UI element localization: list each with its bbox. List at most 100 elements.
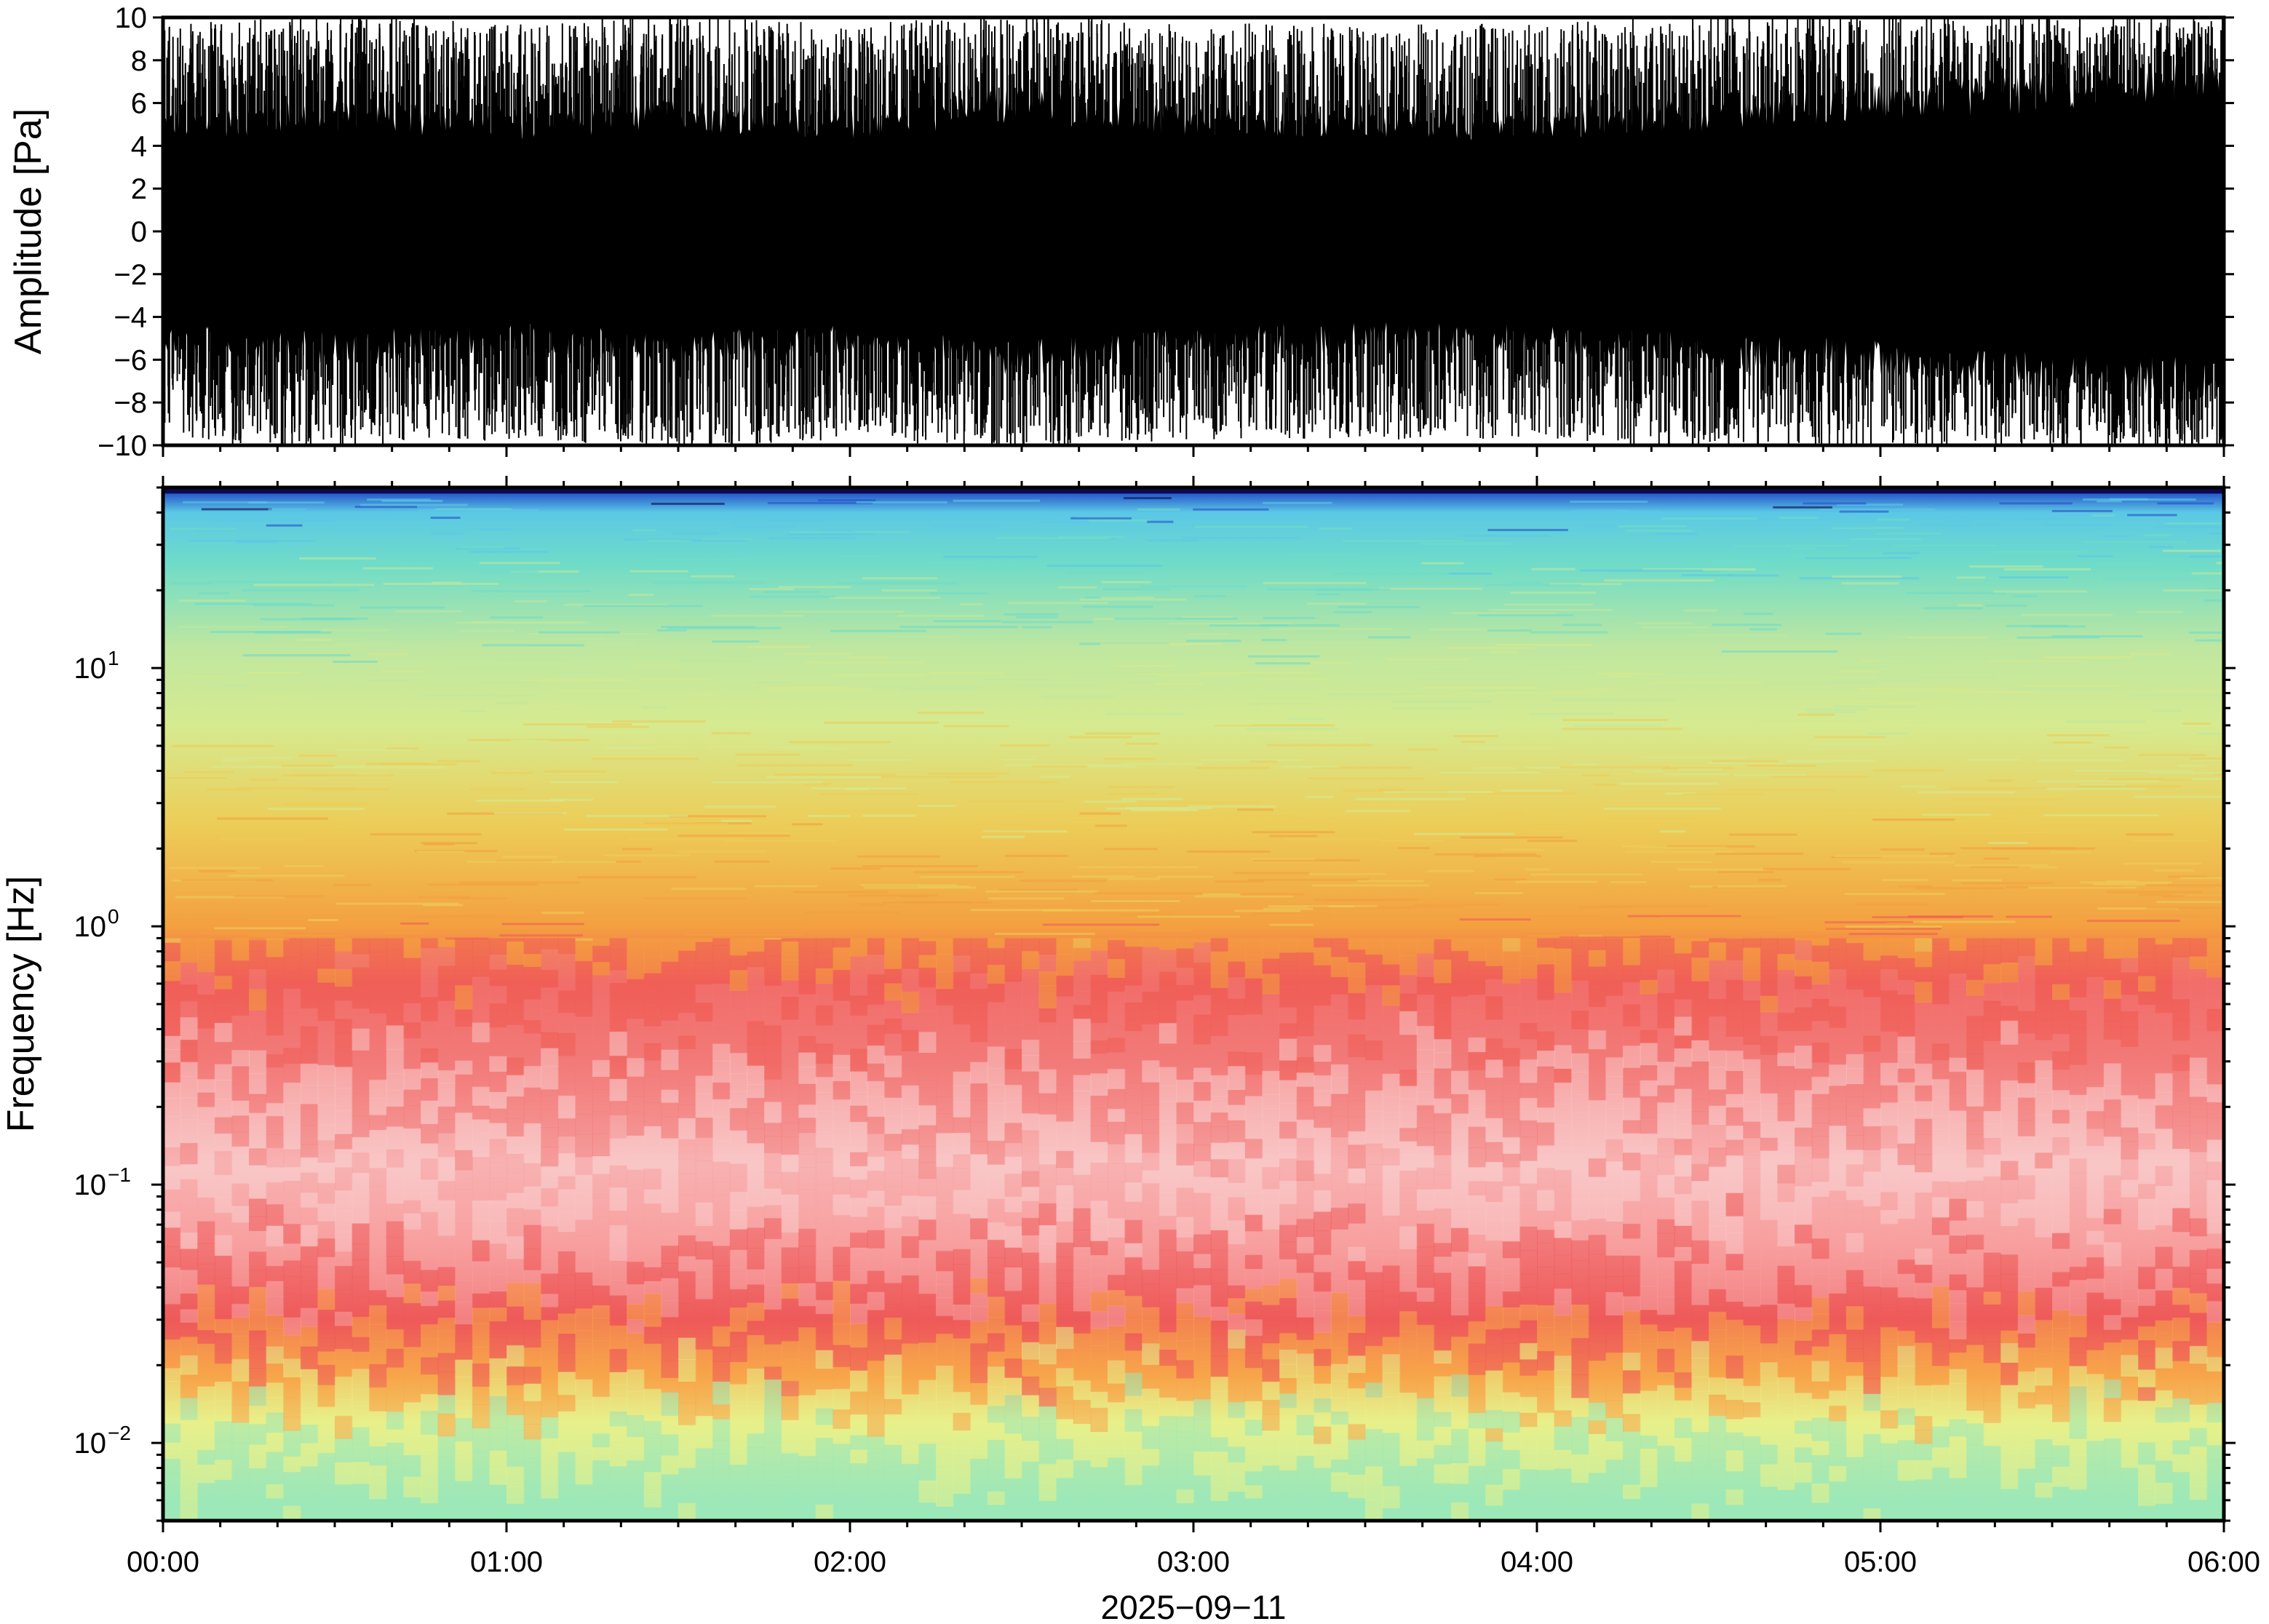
spectrogram-cell xyxy=(833,1146,851,1162)
spectrogram-cell xyxy=(1451,1188,1469,1212)
spectrogram-cell xyxy=(1829,1204,1847,1219)
spectrogram-streak xyxy=(807,815,851,817)
spectrogram-cell xyxy=(1228,976,1246,999)
spectrogram-cell xyxy=(300,1281,319,1296)
spectrogram-cell xyxy=(1365,1006,1383,1026)
spectrogram-cell xyxy=(1451,973,1469,997)
spectrogram-cell xyxy=(1605,1014,1624,1040)
spectrogram-cell xyxy=(557,1372,576,1396)
spectrogram-streak xyxy=(763,686,846,689)
spectrogram-cell xyxy=(1725,1399,1744,1420)
spectrogram-cell xyxy=(764,1041,782,1064)
spectrogram-cell xyxy=(1485,1181,1503,1202)
spectrogram-cell xyxy=(1983,1275,2002,1292)
spectrogram-streak xyxy=(970,909,1073,912)
spectrogram-cell xyxy=(2103,1421,2122,1439)
spectrogram-cell xyxy=(197,1386,215,1404)
spectrogram-cell xyxy=(472,1000,490,1023)
spectrogram-cell xyxy=(987,1084,1006,1104)
spectrogram-cell xyxy=(1537,1412,1555,1429)
spectrogram-cell xyxy=(1434,1483,1452,1498)
spectrogram-streak xyxy=(247,672,301,674)
spectrogram-cell xyxy=(987,1140,1006,1165)
spectrogram-cell xyxy=(695,1447,714,1472)
spectrogram-streak xyxy=(217,817,328,820)
spectrogram-cell xyxy=(1829,1027,1847,1051)
spectrogram-cell xyxy=(1880,1357,1899,1377)
spectrogram-cell xyxy=(2172,1471,2190,1489)
spectrogram-cell xyxy=(1829,1238,1847,1258)
spectrogram-cell xyxy=(2069,1279,2088,1299)
spectrogram-streak xyxy=(1380,839,1444,842)
spectrogram-cell xyxy=(1571,1135,1589,1158)
spectrogram-streak xyxy=(1004,613,1059,616)
spectrogram-cell xyxy=(987,1351,1006,1367)
spectrogram-cell xyxy=(1760,1169,1779,1185)
spectrogram-cell xyxy=(936,1166,954,1182)
spectrogram-cell xyxy=(850,1499,868,1521)
spectrogram-cell xyxy=(386,1315,405,1330)
spectrogram-streak xyxy=(1582,774,1609,777)
spectrogram-streak xyxy=(1728,574,1779,577)
spectrogram-cell xyxy=(712,1361,731,1382)
spectrogram-cell xyxy=(1588,1318,1607,1342)
spectrogram-cell xyxy=(970,1100,988,1123)
spectrogram-cell xyxy=(386,1411,405,1430)
spectrogram-cell xyxy=(2121,1316,2139,1340)
spectrogram-cell xyxy=(1142,1321,1160,1344)
spectrogram-cell xyxy=(1314,1061,1332,1076)
spectrogram-cell xyxy=(421,1291,439,1307)
spectrogram-cell xyxy=(833,1080,851,1100)
spectrogram-cell xyxy=(1314,1271,1332,1292)
spectrogram-cell xyxy=(901,955,920,969)
spectrogram-cell xyxy=(1880,1209,1899,1225)
spectrogram-cell xyxy=(2017,1291,2036,1315)
spectrogram-cell xyxy=(437,1048,456,1071)
spectrogram-cell xyxy=(1605,1094,1624,1110)
spectrogram-cell xyxy=(575,1422,593,1441)
spectrogram-streak xyxy=(1209,624,1289,627)
spectrogram-cell xyxy=(2017,1502,2036,1521)
spectrogram-cell xyxy=(1004,1211,1022,1227)
spectrogram-cell xyxy=(2069,1134,2088,1159)
spectrogram-cell xyxy=(1279,1022,1298,1039)
spectrogram-cell xyxy=(884,1150,902,1174)
spectrogram-streak xyxy=(2145,914,2204,917)
spectrogram-cell xyxy=(523,953,542,967)
spectrogram-cell xyxy=(523,1481,542,1500)
spectrogram-cell xyxy=(867,1170,886,1191)
spectrogram-cell xyxy=(163,1133,181,1148)
spectrogram-cell xyxy=(1760,1219,1779,1241)
spectrogram-streak xyxy=(249,778,277,781)
spectrogram-streak xyxy=(549,798,593,801)
spectrogram-cell xyxy=(1983,1291,2002,1305)
spectrogram-cell xyxy=(1314,982,1332,1006)
spectrogram-cell xyxy=(1279,1203,1298,1225)
spectrogram-cell xyxy=(2069,951,2088,974)
spectrogram-cell xyxy=(1399,1052,1418,1070)
spectrogram-streak xyxy=(2043,524,2113,526)
spectrogram-cell xyxy=(781,1298,800,1321)
spectrogram-cell xyxy=(1176,1359,1194,1379)
spectrogram-cell xyxy=(592,974,611,1000)
spectrogram-cell xyxy=(2206,1233,2224,1249)
spectrogram-cell xyxy=(1193,1161,1212,1177)
spectrogram-streak xyxy=(2038,759,2123,762)
spectrogram-cell xyxy=(2069,1505,2088,1521)
spectrogram-cell xyxy=(678,1012,696,1036)
spectrogram-cell xyxy=(1124,1500,1143,1521)
spectrogram-cell xyxy=(1725,1050,1744,1071)
spectrogram-streak xyxy=(927,772,1009,775)
spectrogram-cell xyxy=(764,1419,782,1443)
spectrogram-cell xyxy=(1434,1350,1452,1364)
spectrogram-cell xyxy=(798,1154,816,1168)
spectrogram-streak xyxy=(734,648,801,650)
spectrogram-cell xyxy=(936,1284,954,1298)
spectrogram-cell xyxy=(2052,1310,2070,1329)
spectrogram-cell xyxy=(266,1296,285,1315)
spectrogram-cell xyxy=(1623,1255,1641,1276)
spectrogram-cell xyxy=(1983,1212,2002,1226)
spectrogram-cell xyxy=(300,1424,319,1444)
spectrogram-cell xyxy=(1262,1399,1280,1414)
spectrogram-streak xyxy=(1660,917,1757,919)
